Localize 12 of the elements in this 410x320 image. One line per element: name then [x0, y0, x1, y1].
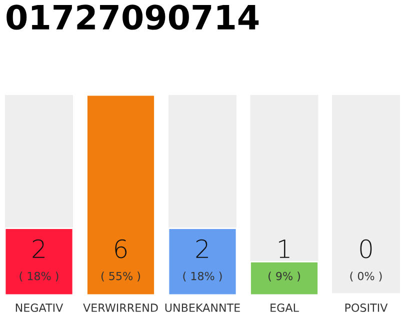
data-label: 0 ( 0% )	[350, 239, 382, 282]
data-label: 1 ( 9% )	[268, 240, 300, 282]
data-label: 2 ( 18% )	[183, 239, 222, 282]
bar	[250, 260, 319, 295]
chart-title: 01727090714	[6, 4, 259, 30]
x-tick-label: EGAL	[270, 304, 299, 312]
data-label: 2 ( 18% )	[20, 239, 58, 282]
data-label: 6 ( 55% )	[101, 239, 140, 282]
x-tick-label: POSITIV	[345, 304, 388, 312]
x-tick-label: UNBEKANNTE	[165, 304, 240, 312]
x-tick-label: VERWIRREND	[83, 304, 158, 312]
x-tick-label: NEGATIV	[16, 304, 64, 312]
